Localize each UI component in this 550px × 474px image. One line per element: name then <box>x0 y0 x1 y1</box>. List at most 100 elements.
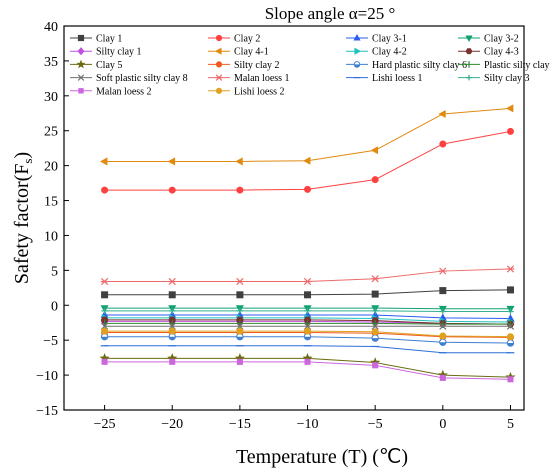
legend-marker <box>77 34 85 42</box>
legend-label: Lishi loess 2 <box>234 86 285 97</box>
series-9 <box>99 353 516 382</box>
x-tick-label: 5 <box>507 417 514 432</box>
legend-label: Clay 1 <box>96 34 122 45</box>
data-point <box>371 307 379 315</box>
data-point <box>303 156 311 165</box>
series-layer <box>99 104 516 383</box>
legend-item: Clay 3-1 <box>346 34 407 45</box>
legend-item: Soft plastic silty clay 8 <box>70 73 188 84</box>
legend-label: Malan loess 1 <box>234 73 290 84</box>
data-point <box>236 332 244 341</box>
legend-label: Clay 4-3 <box>484 47 519 58</box>
legend-item: Clay 1 <box>70 34 122 45</box>
legend-item: Malan loess 1 <box>208 73 290 84</box>
data-point <box>506 104 514 113</box>
series-1 <box>101 286 514 299</box>
legend-label: Soft plastic silty clay 8 <box>96 73 188 84</box>
data-point <box>304 307 311 315</box>
series-16 <box>101 307 514 315</box>
y-tick-label: 5 <box>51 264 58 279</box>
y-tick-label: 40 <box>44 20 58 35</box>
data-point <box>236 277 244 286</box>
legend-item: Clay 3-2 <box>458 34 519 45</box>
chart-title: Slope angle α=25 ° <box>265 4 396 23</box>
legend: Clay 1 Clay 2 Clay 3-1 Clay 3-2 Silty clay 1… <box>70 34 550 97</box>
data-point <box>236 307 244 315</box>
y-tick-label: 0 <box>51 299 58 314</box>
data-point <box>168 327 176 335</box>
data-point <box>371 322 379 330</box>
data-point <box>167 157 176 166</box>
x-tick-label: −10 <box>297 417 319 432</box>
y-tick-label: 15 <box>44 195 58 210</box>
y-axis: −15 −10 −5 0 5 10 15 20 25 30 35 40 <box>36 20 69 419</box>
data-point <box>236 327 244 335</box>
data-point <box>506 265 515 273</box>
legend-item: Clay 4-3 <box>458 47 519 58</box>
data-point <box>371 334 379 342</box>
series-11 <box>100 332 515 347</box>
legend-marker <box>76 59 86 69</box>
y-tick-label: 20 <box>44 160 58 175</box>
legend-item: Silty clay 2 <box>208 60 280 71</box>
legend-marker <box>78 88 84 94</box>
legend-label: Malan loess 2 <box>96 86 152 97</box>
legend-marker <box>215 74 223 81</box>
y-tick-label: 10 <box>44 229 58 244</box>
series-6 <box>100 104 514 166</box>
data-point <box>439 308 447 315</box>
data-point <box>236 291 244 299</box>
x-tick-label: −15 <box>229 417 251 432</box>
y-axis-label-sub: s <box>20 159 35 164</box>
data-point <box>304 358 311 365</box>
data-point <box>506 333 514 341</box>
legend-marker <box>353 34 361 41</box>
series-14 <box>100 265 515 286</box>
legend-marker <box>465 48 473 55</box>
data-point <box>101 291 109 299</box>
legend-label: Clay 4-2 <box>372 47 407 58</box>
series-line <box>104 107 511 162</box>
legend-label: Clay 5 <box>96 60 122 71</box>
data-point <box>439 374 446 381</box>
y-tick-label: 35 <box>44 55 58 70</box>
data-point <box>438 109 446 118</box>
legend-item: Clay 5 <box>70 59 122 71</box>
y-axis-label-main: Safety factor(F <box>11 164 33 285</box>
data-point <box>439 332 447 340</box>
legend-marker <box>215 61 223 68</box>
series-17 <box>101 358 514 383</box>
legend-marker <box>215 34 223 42</box>
data-point <box>168 186 176 194</box>
data-point <box>438 267 447 275</box>
legend-label: Clay 3-2 <box>484 34 519 45</box>
data-point <box>506 286 514 294</box>
data-point <box>506 127 514 135</box>
data-point <box>371 290 379 298</box>
legend-item: Hard plastic silty clay 6 <box>346 60 467 71</box>
data-point <box>439 287 447 295</box>
series-line <box>104 268 511 283</box>
y-tick-label: −15 <box>36 404 58 419</box>
data-point <box>372 362 379 369</box>
legend-marker <box>215 47 222 55</box>
legend-marker <box>354 47 361 55</box>
legend-item: Clay 2 <box>208 34 260 45</box>
data-point <box>439 322 447 330</box>
y-axis-label: Safety factor(Fs) <box>11 152 35 284</box>
data-point <box>304 291 312 299</box>
data-point <box>169 307 176 315</box>
legend-item: Clay 4-1 <box>208 47 269 58</box>
data-point <box>439 338 447 346</box>
legend-item: Malan loess 2 <box>70 86 152 97</box>
data-point <box>101 327 109 335</box>
y-tick-label: 30 <box>44 90 58 105</box>
x-axis-label: Temperature (T) (℃) <box>236 446 408 468</box>
data-point <box>439 140 447 148</box>
legend-marker <box>465 35 473 42</box>
legend-marker <box>215 87 223 94</box>
legend-label: Silty clay 2 <box>234 60 280 71</box>
legend-label: Hard plastic silty clay 6 <box>372 60 467 71</box>
data-point <box>506 339 515 347</box>
